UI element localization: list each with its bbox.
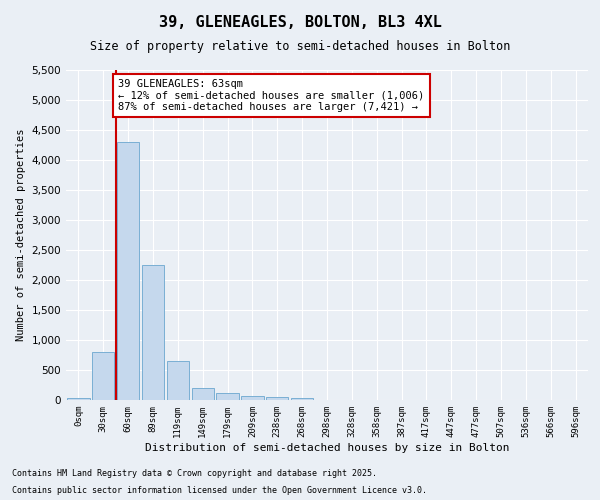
Text: 39, GLENEAGLES, BOLTON, BL3 4XL: 39, GLENEAGLES, BOLTON, BL3 4XL <box>158 15 442 30</box>
Bar <box>241 396 263 400</box>
Bar <box>191 388 214 400</box>
Bar <box>67 398 89 400</box>
Text: Contains HM Land Registry data © Crown copyright and database right 2025.: Contains HM Land Registry data © Crown c… <box>12 468 377 477</box>
Bar <box>291 398 313 400</box>
Bar <box>117 142 139 400</box>
Y-axis label: Number of semi-detached properties: Number of semi-detached properties <box>16 128 26 341</box>
X-axis label: Distribution of semi-detached houses by size in Bolton: Distribution of semi-detached houses by … <box>145 442 509 452</box>
Text: Contains public sector information licensed under the Open Government Licence v3: Contains public sector information licen… <box>12 486 427 495</box>
Bar <box>217 393 239 400</box>
Bar <box>167 361 189 400</box>
Bar <box>266 397 289 400</box>
Text: Size of property relative to semi-detached houses in Bolton: Size of property relative to semi-detach… <box>90 40 510 53</box>
Bar <box>92 352 115 400</box>
Text: 39 GLENEAGLES: 63sqm
← 12% of semi-detached houses are smaller (1,006)
87% of se: 39 GLENEAGLES: 63sqm ← 12% of semi-detac… <box>118 79 424 112</box>
Bar <box>142 265 164 400</box>
